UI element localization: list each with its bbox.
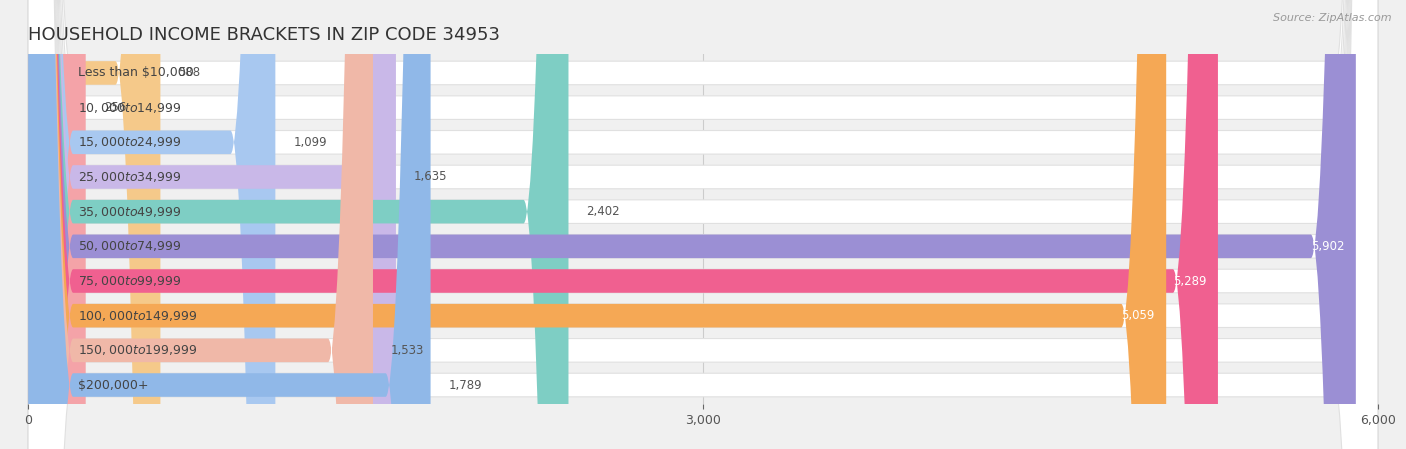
Text: 256: 256	[104, 101, 127, 114]
FancyBboxPatch shape	[28, 0, 1166, 449]
FancyBboxPatch shape	[28, 0, 1378, 449]
FancyBboxPatch shape	[28, 0, 396, 449]
FancyBboxPatch shape	[28, 0, 430, 449]
Text: 1,099: 1,099	[294, 136, 328, 149]
Text: 1,635: 1,635	[413, 171, 447, 184]
Text: $100,000 to $149,999: $100,000 to $149,999	[77, 308, 197, 323]
FancyBboxPatch shape	[28, 0, 1378, 449]
FancyBboxPatch shape	[28, 0, 1378, 449]
Text: $200,000+: $200,000+	[77, 379, 148, 392]
FancyBboxPatch shape	[28, 0, 1378, 449]
Text: $150,000 to $199,999: $150,000 to $199,999	[77, 343, 197, 357]
FancyBboxPatch shape	[28, 0, 160, 449]
FancyBboxPatch shape	[28, 0, 568, 449]
FancyBboxPatch shape	[28, 0, 373, 449]
FancyBboxPatch shape	[28, 0, 1355, 449]
Text: HOUSEHOLD INCOME BRACKETS IN ZIP CODE 34953: HOUSEHOLD INCOME BRACKETS IN ZIP CODE 34…	[28, 26, 501, 44]
Text: $35,000 to $49,999: $35,000 to $49,999	[77, 205, 181, 219]
Text: 5,289: 5,289	[1173, 274, 1206, 287]
Text: 5,902: 5,902	[1310, 240, 1344, 253]
Text: 1,533: 1,533	[391, 344, 425, 357]
FancyBboxPatch shape	[28, 0, 1218, 449]
FancyBboxPatch shape	[28, 0, 1378, 449]
FancyBboxPatch shape	[28, 0, 276, 449]
Text: 2,402: 2,402	[586, 205, 620, 218]
Text: Less than $10,000: Less than $10,000	[77, 66, 194, 79]
Text: $15,000 to $24,999: $15,000 to $24,999	[77, 135, 181, 150]
FancyBboxPatch shape	[28, 0, 1378, 449]
FancyBboxPatch shape	[28, 0, 86, 449]
Text: $50,000 to $74,999: $50,000 to $74,999	[77, 239, 181, 253]
Text: 588: 588	[179, 66, 201, 79]
FancyBboxPatch shape	[28, 0, 1378, 449]
FancyBboxPatch shape	[28, 0, 1378, 449]
Text: $75,000 to $99,999: $75,000 to $99,999	[77, 274, 181, 288]
Text: Source: ZipAtlas.com: Source: ZipAtlas.com	[1274, 13, 1392, 23]
Text: $25,000 to $34,999: $25,000 to $34,999	[77, 170, 181, 184]
Text: $10,000 to $14,999: $10,000 to $14,999	[77, 101, 181, 114]
Text: 1,789: 1,789	[449, 379, 482, 392]
Text: 5,059: 5,059	[1122, 309, 1154, 322]
FancyBboxPatch shape	[28, 0, 1378, 449]
FancyBboxPatch shape	[28, 0, 1378, 449]
